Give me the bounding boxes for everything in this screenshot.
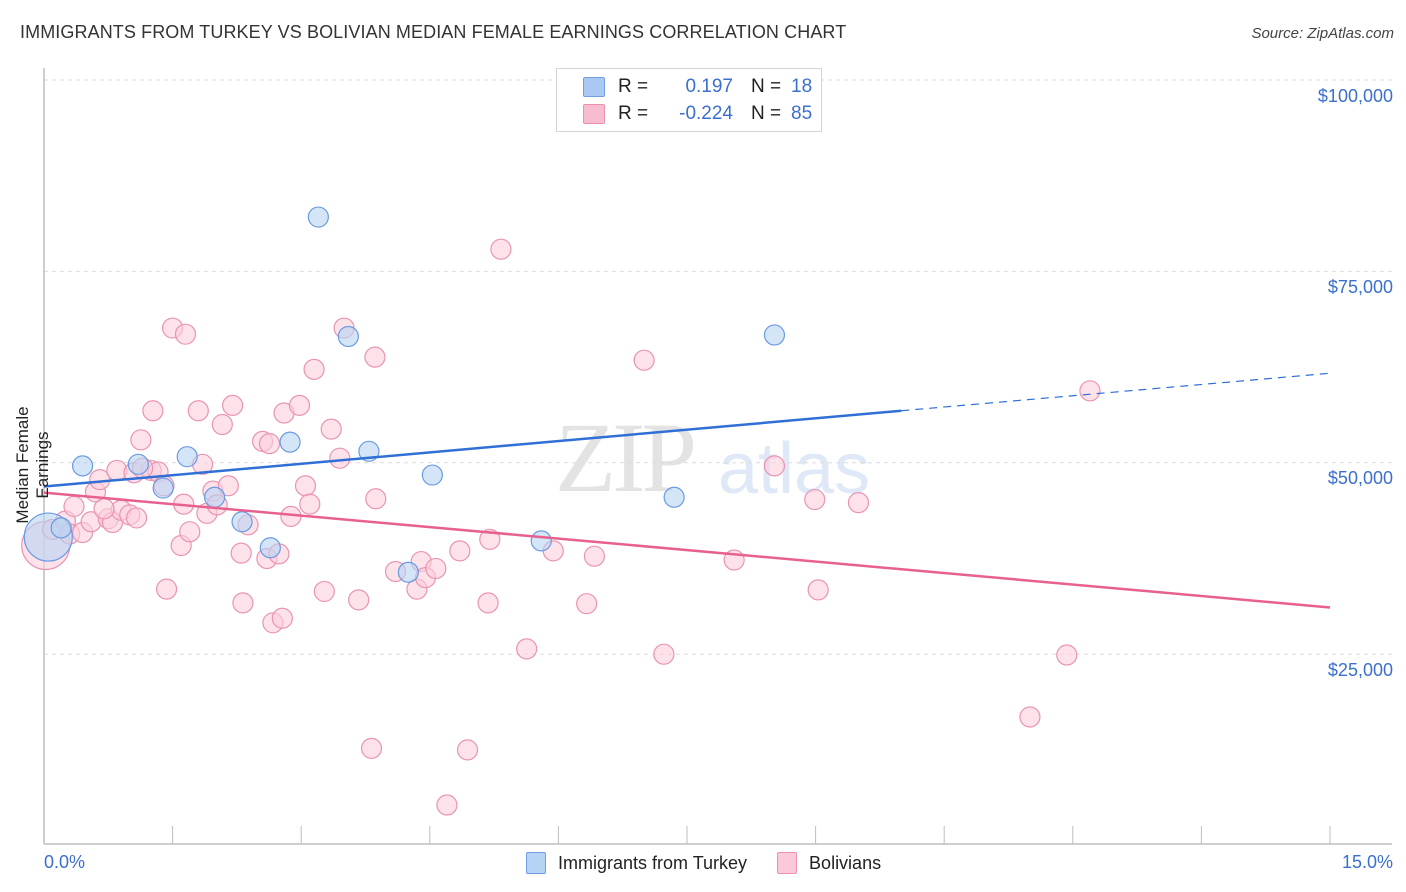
bolivian-point — [763, 455, 786, 477]
bolivian-point — [1079, 380, 1101, 402]
legend-row-turkey: R = 0.197 N = 18 — [583, 75, 812, 99]
bolivian-point — [479, 528, 501, 550]
bolivian-point — [364, 346, 386, 368]
y-axis-label: Median Female Earnings — [13, 406, 52, 524]
legend-label-turkey[interactable]: Immigrants from Turkey — [558, 852, 748, 873]
bolivian-point — [174, 323, 197, 345]
turkey-trend-line — [43, 409, 902, 488]
bolivian-point — [320, 418, 342, 440]
y-tick-50000: $50,000 — [1327, 468, 1393, 488]
turkey-point — [307, 206, 329, 228]
bolivian-point — [222, 394, 244, 416]
bolivian-point — [847, 492, 870, 514]
bolivian-point — [653, 643, 675, 665]
turkey-point — [231, 511, 253, 533]
bolivian-point — [490, 238, 512, 260]
bolivian-point — [217, 475, 239, 497]
bolivian-point — [313, 580, 335, 603]
y-tick-25000: $25,000 — [1327, 660, 1393, 680]
turkey-point — [71, 455, 94, 477]
n-value: 85 — [791, 103, 813, 124]
source-label: Source: ZipAtlas.com — [1251, 25, 1394, 42]
bolivian-point — [155, 578, 178, 600]
bolivian-point — [576, 593, 598, 615]
bolivian-point — [179, 521, 201, 543]
bolivian-point — [299, 493, 321, 515]
turkey-point — [204, 486, 226, 508]
turkey-point — [259, 537, 281, 559]
bolivian-point — [230, 542, 252, 564]
turkey-point — [337, 325, 359, 348]
turkey-trend-extension — [901, 372, 1331, 412]
turkey-point — [421, 464, 443, 486]
turkey-point — [279, 431, 301, 453]
watermark-atlas: atlas — [718, 429, 871, 509]
bolivian-point — [1019, 706, 1041, 728]
bolivian-point — [477, 592, 499, 614]
chart-title: IMMIGRANTS FROM TURKEY VS BOLIVIAN MEDIA… — [20, 22, 847, 42]
turkey-point — [152, 477, 174, 499]
bolivian-point — [804, 488, 826, 511]
gridlines — [44, 79, 1392, 655]
turkey-point — [663, 486, 685, 508]
bolivian-point — [258, 433, 281, 455]
turkey-point — [530, 530, 552, 552]
bolivian-point — [142, 400, 164, 422]
legend-label-bolivians[interactable]: Bolivians — [809, 852, 882, 873]
turkey-point — [127, 453, 149, 475]
turkey-point — [763, 324, 786, 346]
turkey-point — [50, 517, 72, 539]
turkey-point — [176, 446, 198, 468]
turkey-point — [397, 561, 419, 583]
y-tick-75000: $75,000 — [1327, 277, 1393, 297]
r-value: -0.224 — [679, 103, 733, 124]
bolivian-point — [348, 589, 370, 611]
bolivian-point — [456, 739, 479, 761]
bolivian-point — [125, 507, 148, 529]
axes — [43, 68, 1392, 845]
bolivian-point — [130, 429, 152, 451]
trend-lines — [43, 372, 1331, 609]
bolivian-point — [633, 349, 655, 371]
data-points — [21, 206, 1101, 816]
n-label: N = — [751, 103, 782, 124]
bolivian-point — [449, 540, 471, 562]
bolivian-point — [516, 638, 538, 660]
bolivian-point — [288, 394, 311, 416]
turkey-legend-swatch-icon — [526, 852, 546, 874]
bolivian-point — [583, 545, 606, 567]
r-label: R = — [618, 76, 649, 97]
bolivian-point — [365, 488, 387, 510]
x-tick-left: 0.0% — [44, 852, 86, 872]
bolivian-point — [303, 358, 325, 380]
bolivian-point — [294, 475, 317, 497]
x-tick-right: 15.0% — [1341, 852, 1393, 872]
bolivian-point — [93, 498, 115, 520]
turkey-swatch-icon — [583, 77, 605, 97]
n-value: 18 — [791, 76, 813, 97]
bolivian-point — [271, 607, 293, 629]
legend-row-bolivians: R = -0.224 N = 85 — [583, 102, 812, 126]
bolivian-point — [63, 495, 85, 518]
bolivian-point — [807, 579, 829, 601]
correlation-legend: R = 0.197 N = 18 R = -0.224 N = 85 — [556, 68, 822, 132]
bolivian-point — [211, 413, 233, 436]
r-label: R = — [618, 103, 649, 124]
bolivian-point — [360, 737, 383, 759]
bolivians-legend-swatch-icon — [777, 852, 798, 874]
bolivian-point — [329, 447, 351, 469]
y-tick-100000: $100,000 — [1317, 86, 1393, 106]
bolivian-point — [1056, 644, 1078, 666]
bolivian-point — [187, 400, 209, 422]
series-legend: Immigrants from Turkey Bolivians — [526, 852, 881, 874]
n-label: N = — [751, 76, 782, 97]
bolivians-swatch-icon — [583, 104, 605, 124]
bolivian-point — [436, 794, 458, 816]
r-value: 0.197 — [685, 76, 733, 97]
bolivians-trend-line — [43, 491, 1331, 609]
bolivian-point — [232, 592, 254, 614]
bolivian-point — [425, 557, 447, 580]
